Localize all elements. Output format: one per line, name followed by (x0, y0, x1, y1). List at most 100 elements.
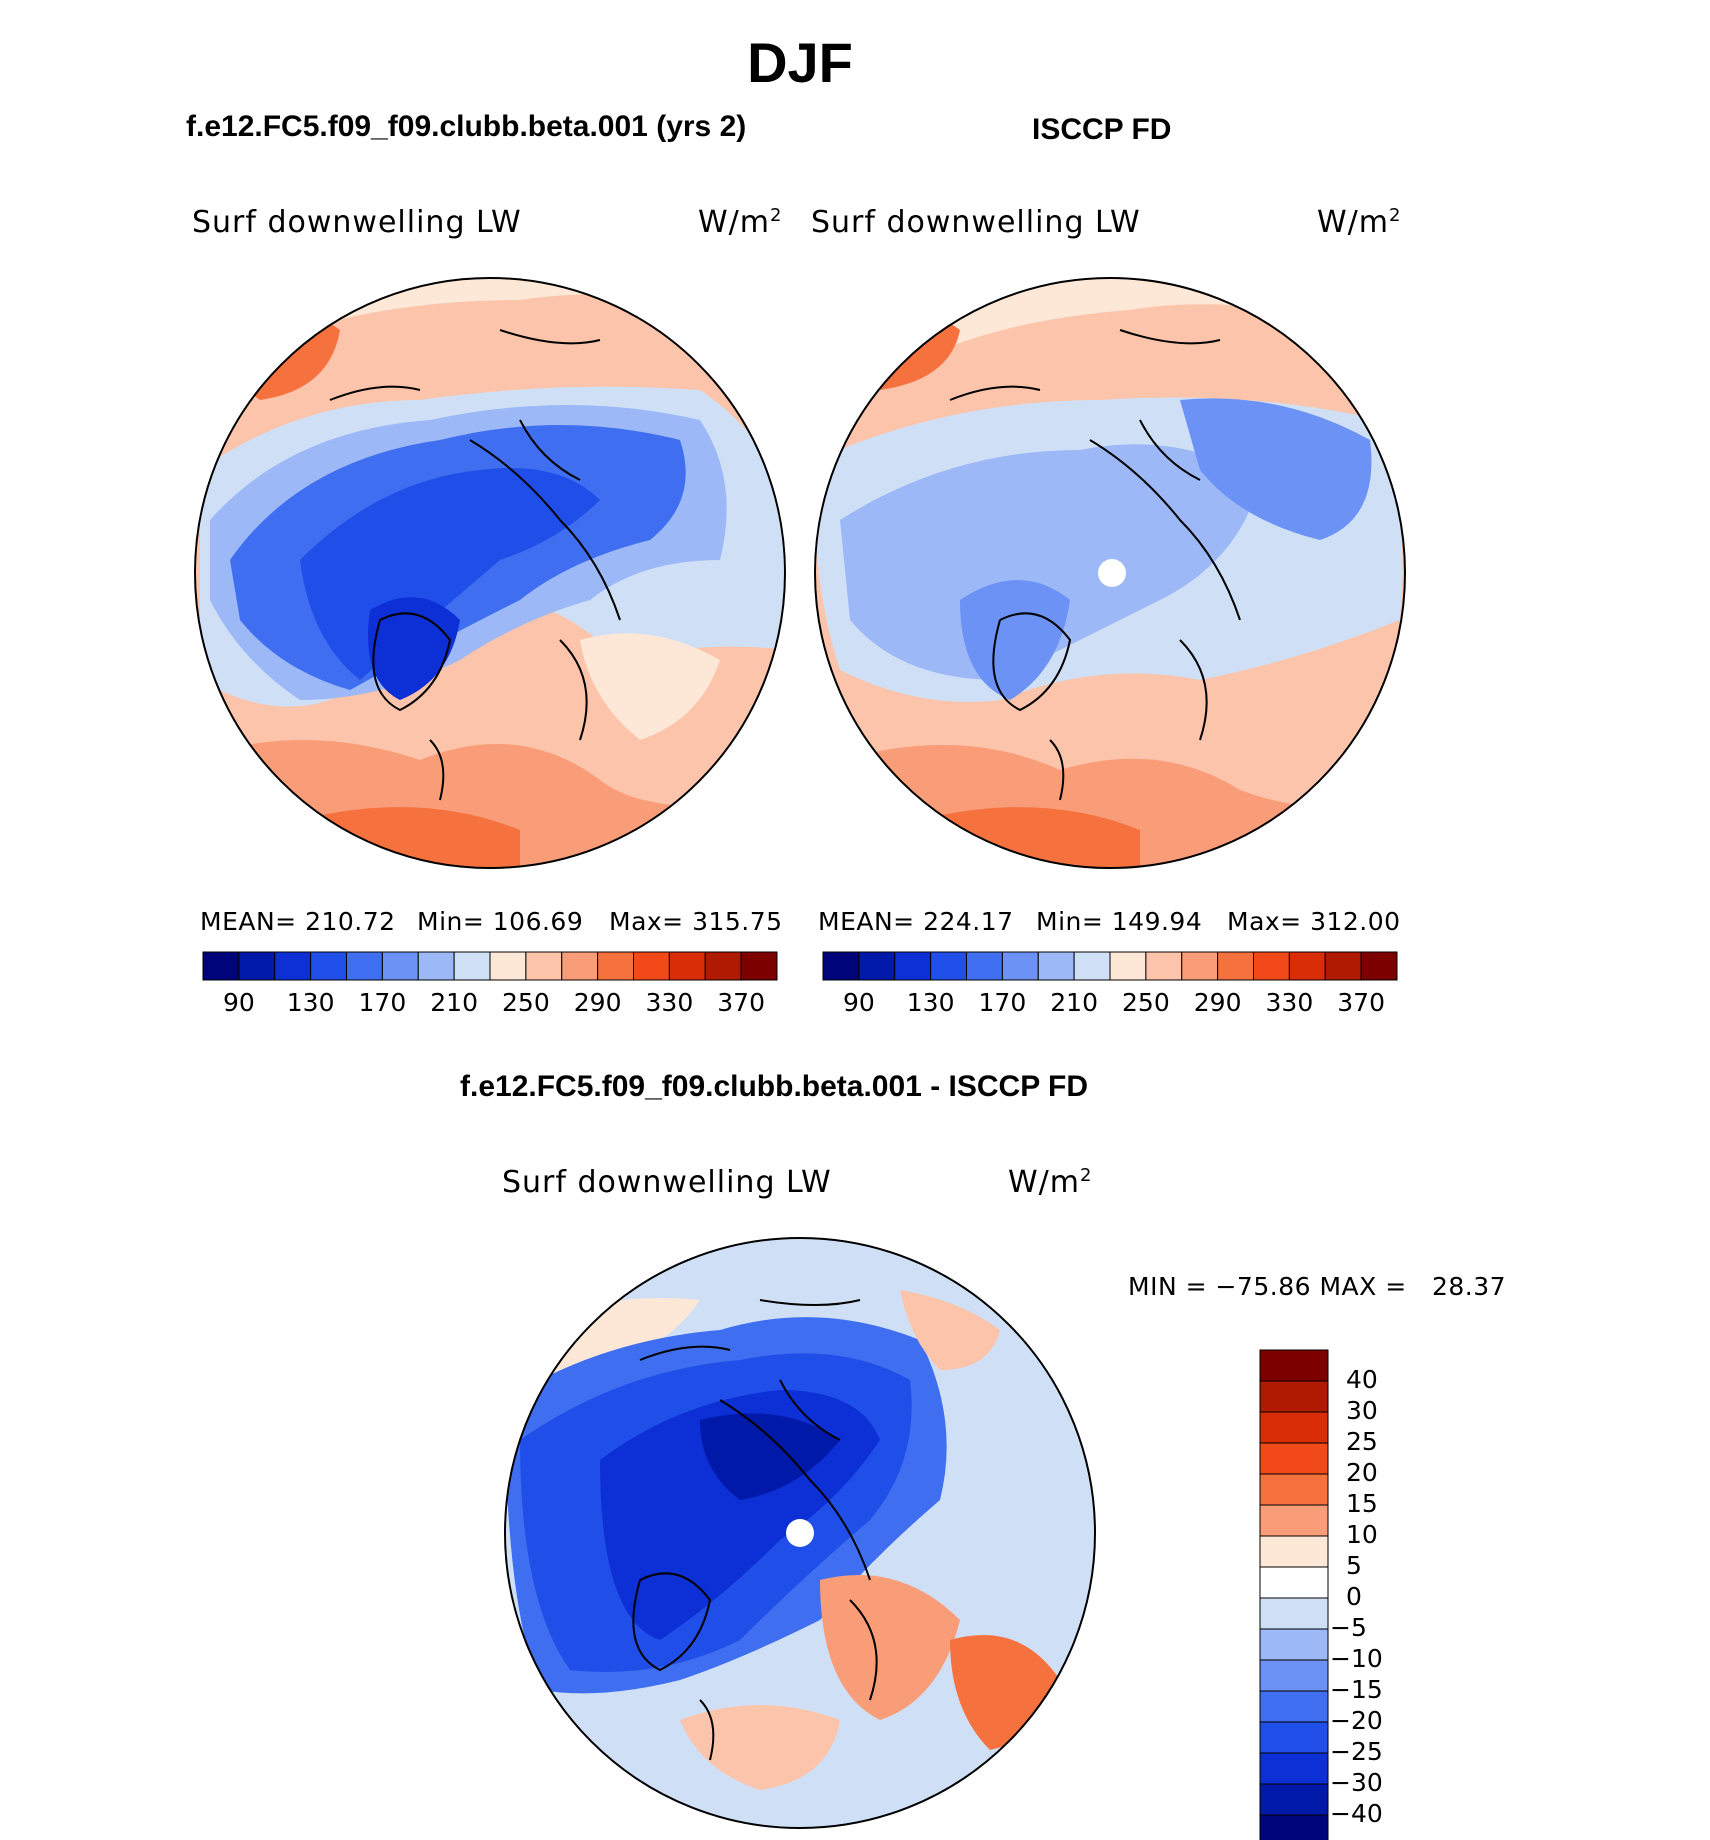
colorbar-tick-label: 5 (1346, 1551, 1362, 1580)
colorbar-cell (1073, 951, 1111, 981)
diff-polar-map (505, 1238, 1095, 1828)
colorbar-cell (274, 951, 312, 981)
colorbar-cell (1037, 951, 1075, 981)
colorbar-tick-label: 20 (1346, 1458, 1378, 1487)
colorbar-tick-label: 370 (717, 988, 765, 1017)
colorbar-tick-label: −15 (1330, 1675, 1383, 1704)
colorbar-tick-label: 170 (978, 988, 1027, 1017)
colorbar-cell (1217, 951, 1254, 981)
obs-mean-stat: MEAN= 224.17 (818, 907, 1014, 936)
colorbar-cell (894, 951, 932, 981)
colorbar-cell (930, 951, 967, 981)
colorbar-cell (1259, 1380, 1329, 1413)
colorbar-cell (1253, 951, 1290, 981)
colorbar-cell (633, 951, 670, 981)
diff-colorbar (1259, 1349, 1329, 1840)
diff-map-border (504, 1237, 1096, 1829)
diff-coastlines (632, 1299, 878, 1761)
colorbar-cell (561, 951, 599, 981)
colorbar-cell (1360, 951, 1398, 981)
colorbar-tick-label: 170 (358, 988, 407, 1017)
colorbar-cell (417, 951, 455, 981)
model-variable-label: Surf downwelling LW (192, 205, 522, 240)
obs-units-label: W/m2 (1317, 205, 1402, 240)
model-min-stat: Min= 106.69 (417, 907, 584, 936)
colorbar-cell (1259, 1597, 1329, 1630)
colorbar-tick-label: 290 (573, 988, 622, 1017)
diff-field-warm-pacific (900, 1290, 1000, 1370)
colorbar-cell (1259, 1442, 1329, 1475)
colorbar-tick-label: 25 (1346, 1427, 1378, 1456)
colorbar-cell (1259, 1721, 1329, 1754)
obs-variable-label: Surf downwelling LW (811, 205, 1141, 240)
diff-field-warm-atlantic (680, 1705, 840, 1790)
obs-max-stat: Max= 312.00 (1227, 907, 1401, 936)
model-colorbar (202, 951, 778, 981)
colorbar-tick-label: 330 (645, 988, 694, 1017)
model-field-greenland-core (368, 597, 460, 700)
colorbar-cell (238, 951, 276, 981)
obs-map-border (814, 277, 1406, 869)
colorbar-cell (1259, 1783, 1329, 1816)
obs-pole-mask (1098, 559, 1126, 587)
model-mean-stat: MEAN= 210.72 (200, 907, 396, 936)
colorbar-tick-label: 290 (1193, 988, 1242, 1017)
colorbar-tick-label: 15 (1346, 1489, 1378, 1518)
colorbar-cell (1259, 1349, 1329, 1382)
colorbar-tick-label: 40 (1346, 1365, 1378, 1394)
colorbar-cell (597, 951, 634, 981)
diff-variable-label: Surf downwelling LW (502, 1165, 832, 1200)
obs-coastlines (949, 329, 1241, 801)
colorbar-cell (1324, 951, 1362, 981)
colorbar-tick-label: −5 (1330, 1613, 1367, 1642)
colorbar-cell (453, 951, 491, 981)
colorbar-cell (1181, 951, 1219, 981)
model-max-stat: Max= 315.75 (609, 907, 783, 936)
diff-case-title: f.e12.FC5.f09_f09.clubb.beta.001 - ISCCP… (460, 1070, 1088, 1103)
colorbar-cell (1259, 1659, 1329, 1692)
obs-field-ring-2 (840, 444, 1260, 680)
colorbar-cell (525, 951, 563, 981)
obs-min-stat: Min= 149.94 (1036, 907, 1203, 936)
obs-field-siberia (1180, 398, 1372, 540)
model-case-title: f.e12.FC5.f09_f09.clubb.beta.001 (yrs 2) (186, 110, 747, 143)
colorbar-cell (1259, 1566, 1329, 1599)
model-field-scandinavia (580, 633, 720, 740)
colorbar-tick-label: 130 (906, 988, 955, 1017)
diff-units-label: W/m2 (1008, 1165, 1093, 1200)
colorbar-cell (858, 951, 896, 981)
colorbar-cell (1259, 1535, 1329, 1568)
colorbar-cell (346, 951, 383, 981)
colorbar-tick-label: 0 (1346, 1582, 1362, 1611)
figure-title: DJF (747, 31, 853, 94)
colorbar-tick-label: 370 (1337, 988, 1385, 1017)
colorbar-cell (1259, 1504, 1329, 1537)
model-map-border (194, 277, 786, 869)
colorbar-cell (1259, 1473, 1329, 1506)
colorbar-tick-label: −40 (1330, 1799, 1383, 1828)
colorbar-tick-label: 90 (842, 988, 875, 1017)
colorbar-cell (1001, 951, 1039, 981)
colorbar-tick-label: 90 (222, 988, 255, 1017)
colorbar-tick-label: −10 (1330, 1644, 1383, 1673)
colorbar-cell (1145, 951, 1183, 981)
colorbar-tick-label: 250 (502, 988, 550, 1017)
obs-colorbar (822, 951, 1398, 981)
colorbar-tick-label: 30 (1346, 1396, 1378, 1425)
colorbar-cell (740, 951, 778, 981)
colorbar-cell (489, 951, 527, 981)
colorbar-cell (1259, 1814, 1329, 1840)
colorbar-cell (381, 951, 419, 981)
colorbar-cell (1259, 1752, 1329, 1785)
colorbar-tick-label: 210 (1050, 988, 1098, 1017)
colorbar-cell (1288, 951, 1326, 981)
colorbar-tick-label: −20 (1330, 1706, 1383, 1735)
diff-pole-mask (786, 1519, 814, 1547)
colorbar-tick-label: −30 (1330, 1768, 1383, 1797)
colorbar-tick-label: 330 (1265, 988, 1314, 1017)
colorbar-tick-label: −25 (1330, 1737, 1383, 1766)
colorbar-cell (966, 951, 1003, 981)
diff-minmax-stat: MIN = −75.86 MAX = 28.37 (1128, 1272, 1507, 1301)
model-units-label: W/m2 (698, 205, 783, 240)
obs-field-greenland (960, 580, 1070, 700)
